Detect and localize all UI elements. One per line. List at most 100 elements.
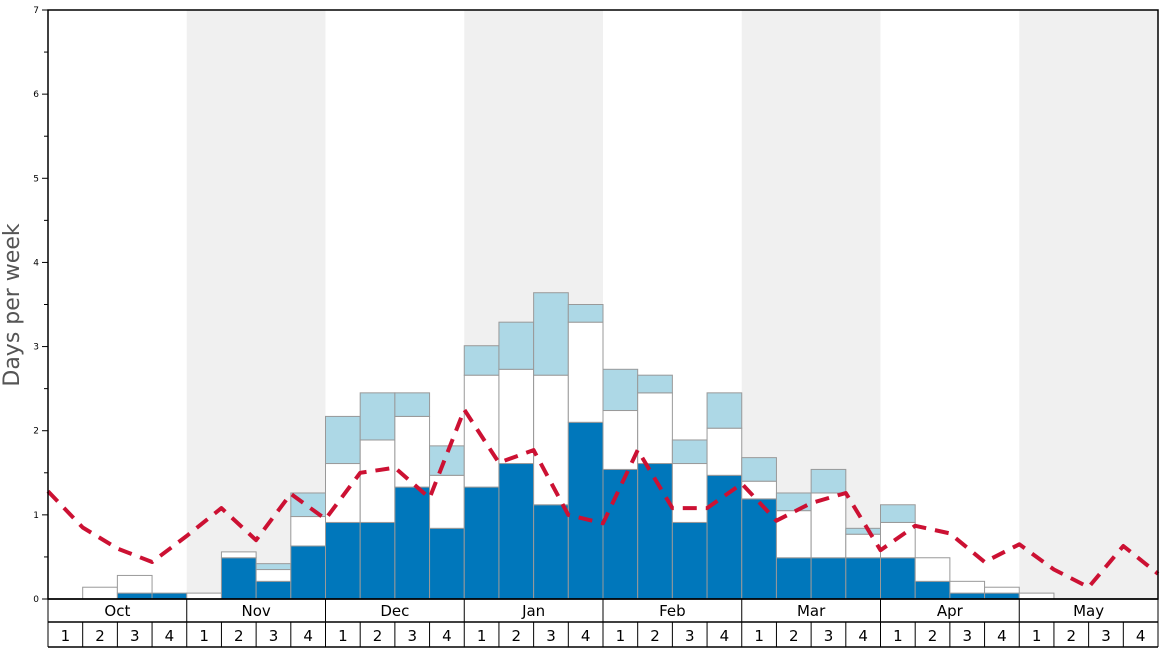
ytick-label: 5: [33, 174, 39, 184]
week-label: 2: [512, 627, 522, 645]
bar-blue-14: [498, 463, 535, 600]
bar-white-28: [984, 586, 1020, 594]
bar-white-27: [949, 580, 986, 594]
week-label: 1: [477, 627, 487, 645]
week-label: 3: [685, 627, 695, 645]
bar-white-7: [255, 569, 292, 582]
bar-white-11: [394, 415, 431, 488]
week-label: 3: [962, 627, 972, 645]
bar-lightblue-7: [255, 563, 292, 571]
ytick-label: 4: [33, 258, 39, 268]
bar-white-13: [463, 374, 500, 488]
bar-blue-18: [637, 463, 673, 600]
bar-blue-9: [325, 521, 361, 600]
week-label: 2: [789, 627, 799, 645]
bar-lightblue-9: [325, 415, 361, 465]
ytick-label: 0: [33, 595, 39, 605]
week-label: 3: [407, 627, 417, 645]
bar-lightblue-15: [533, 292, 569, 376]
week-label: 2: [1067, 627, 1077, 645]
bar-lightblue-24: [845, 527, 881, 535]
week-label: 3: [269, 627, 279, 645]
bar-blue-17: [602, 468, 639, 600]
bar-white-24: [845, 533, 881, 559]
bar-white-3: [116, 574, 153, 594]
average-line-layer: [46, 407, 1160, 590]
bar-white-29: [1018, 592, 1055, 600]
bar-lightblue-11: [394, 392, 431, 417]
bar-blue-21: [741, 498, 777, 600]
bar-series: [82, 292, 1055, 600]
week-label: 4: [442, 627, 452, 645]
bar-blue-24: [845, 557, 881, 600]
bar-white-8: [290, 516, 326, 547]
week-label: 2: [650, 627, 660, 645]
bar-white-20: [706, 427, 743, 476]
bar-blue-27: [949, 592, 986, 600]
week-label: 1: [754, 627, 764, 645]
week-label: 4: [165, 627, 175, 645]
week-label: 3: [546, 627, 556, 645]
y-axis: 0 1 2 3 4 5 6 7: [33, 6, 48, 605]
bar-white-16: [567, 321, 604, 423]
week-label: 2: [234, 627, 244, 645]
bar-lightblue-21: [741, 457, 777, 482]
bar-lightblue-13: [463, 345, 500, 376]
bar-lightblue-16: [567, 304, 604, 323]
bar-lightblue-20: [706, 392, 743, 429]
week-label: 4: [1136, 627, 1146, 645]
ytick-label: 6: [33, 90, 39, 100]
bar-blue-13: [463, 486, 500, 600]
ytick-label: 1: [33, 511, 39, 521]
bar-blue-10: [359, 521, 396, 600]
bar-lightblue-10: [359, 392, 396, 441]
week-label: 1: [893, 627, 903, 645]
week-label: 4: [720, 627, 730, 645]
week-label: 1: [1032, 627, 1042, 645]
bar-lightblue-17: [602, 368, 639, 412]
bar-white-15: [533, 374, 569, 506]
ytick-label: 2: [33, 427, 39, 437]
month-label-mar: Mar: [797, 602, 826, 620]
y-axis-label: Days per week: [0, 223, 25, 386]
month-label-apr: Apr: [937, 602, 964, 620]
bar-white-23: [810, 492, 847, 559]
ytick-label: 7: [33, 6, 39, 16]
week-label: 2: [928, 627, 938, 645]
week-label: 3: [1101, 627, 1111, 645]
bar-blue-4: [151, 592, 188, 600]
bar-lightblue-19: [671, 439, 708, 465]
shade-band-may: [1019, 10, 1158, 599]
bar-white-19: [671, 463, 708, 523]
week-label: 4: [997, 627, 1007, 645]
bar-blue-6: [220, 557, 257, 600]
week-label: 4: [858, 627, 868, 645]
week-label: 1: [61, 627, 71, 645]
bar-white-10: [359, 439, 396, 523]
average-line: [46, 407, 1160, 590]
week-label: 2: [373, 627, 383, 645]
month-label-nov: Nov: [241, 602, 270, 620]
bar-white-5: [186, 592, 222, 600]
bar-white-18: [637, 392, 673, 465]
bar-blue-8: [290, 545, 326, 600]
bar-white-14: [498, 368, 535, 465]
week-label: 1: [338, 627, 348, 645]
bar-blue-28: [984, 592, 1020, 600]
bar-white-2: [82, 586, 118, 600]
bar-white-6: [220, 551, 257, 559]
bar-lightblue-23: [810, 468, 847, 494]
week-label: 1: [199, 627, 209, 645]
ytick-label: 3: [33, 343, 39, 353]
x-axis: Oct Nov Dec Jan Feb Mar Apr May 1 2 3 4 1 2 3 4 1 2 3 4 1 2 3 4…: [47, 598, 1159, 648]
week-label: 2: [95, 627, 105, 645]
bar-lightblue-22: [775, 492, 812, 512]
bar-blue-25: [880, 557, 916, 600]
bar-blue-15: [533, 504, 569, 600]
bar-blue-7: [255, 580, 292, 600]
bar-lightblue-25: [880, 504, 916, 523]
week-label: 4: [581, 627, 591, 645]
bar-blue-26: [914, 580, 951, 600]
week-label: 3: [130, 627, 140, 645]
